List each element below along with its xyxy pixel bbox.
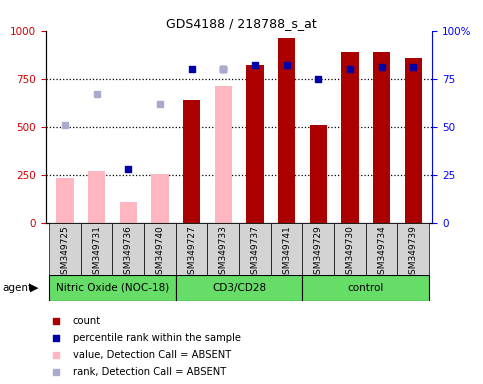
Bar (246, 65, 264, 223)
Text: GSM349734: GSM349734 (377, 225, 386, 280)
Text: count: count (72, 316, 100, 326)
Point (52, 369, 60, 375)
Bar (214, 86, 232, 223)
Bar (278, 38, 295, 223)
Text: GSM349737: GSM349737 (250, 225, 259, 280)
Bar (56, 177, 73, 223)
Bar (405, 58, 422, 223)
Bar (183, 100, 200, 223)
Text: GSM349725: GSM349725 (60, 225, 70, 280)
Bar (49, 223, 81, 275)
Bar (119, 202, 137, 223)
Bar (373, 52, 390, 223)
Point (52, 318, 60, 324)
Point (219, 66, 227, 72)
Text: agent: agent (2, 283, 32, 293)
Text: Nitric Oxide (NOC-18): Nitric Oxide (NOC-18) (56, 283, 169, 293)
Point (378, 64, 385, 70)
Bar (49, 275, 176, 301)
Text: GSM349729: GSM349729 (314, 225, 323, 280)
Point (52, 335, 60, 341)
Text: ▶: ▶ (30, 283, 39, 293)
Point (93, 91, 100, 97)
Point (124, 166, 132, 172)
Text: rank, Detection Call = ABSENT: rank, Detection Call = ABSENT (72, 367, 226, 377)
Text: GSM349736: GSM349736 (124, 225, 133, 280)
Bar (176, 223, 207, 275)
Point (188, 66, 196, 72)
Text: GSM349741: GSM349741 (282, 225, 291, 280)
Text: value, Detection Call = ABSENT: value, Detection Call = ABSENT (72, 350, 231, 360)
Point (219, 66, 227, 72)
Text: GSM349730: GSM349730 (345, 225, 355, 280)
Bar (310, 125, 327, 223)
Bar (176, 275, 302, 301)
Bar (81, 223, 113, 275)
Bar (271, 223, 302, 275)
Bar (398, 223, 429, 275)
Point (283, 62, 290, 68)
Text: GSM349733: GSM349733 (219, 225, 228, 280)
Text: GSM349731: GSM349731 (92, 225, 101, 280)
Point (156, 101, 164, 107)
Bar (334, 223, 366, 275)
Bar (207, 223, 239, 275)
Bar (341, 52, 359, 223)
Text: GSM349739: GSM349739 (409, 225, 418, 280)
Text: percentile rank within the sample: percentile rank within the sample (72, 333, 241, 343)
Text: GDS4188 / 218788_s_at: GDS4188 / 218788_s_at (166, 17, 317, 30)
Text: CD3/CD28: CD3/CD28 (212, 283, 266, 293)
Bar (302, 223, 334, 275)
Point (251, 62, 259, 68)
Bar (113, 223, 144, 275)
Point (410, 64, 417, 70)
Point (61, 122, 69, 128)
Point (314, 76, 322, 82)
Bar (151, 174, 169, 223)
Bar (144, 223, 176, 275)
Point (346, 66, 354, 72)
Text: GSM349727: GSM349727 (187, 225, 196, 280)
Bar (302, 275, 429, 301)
Bar (239, 223, 271, 275)
Text: control: control (348, 283, 384, 293)
Bar (88, 171, 105, 223)
Point (52, 352, 60, 358)
Bar (366, 223, 398, 275)
Text: GSM349740: GSM349740 (156, 225, 164, 280)
